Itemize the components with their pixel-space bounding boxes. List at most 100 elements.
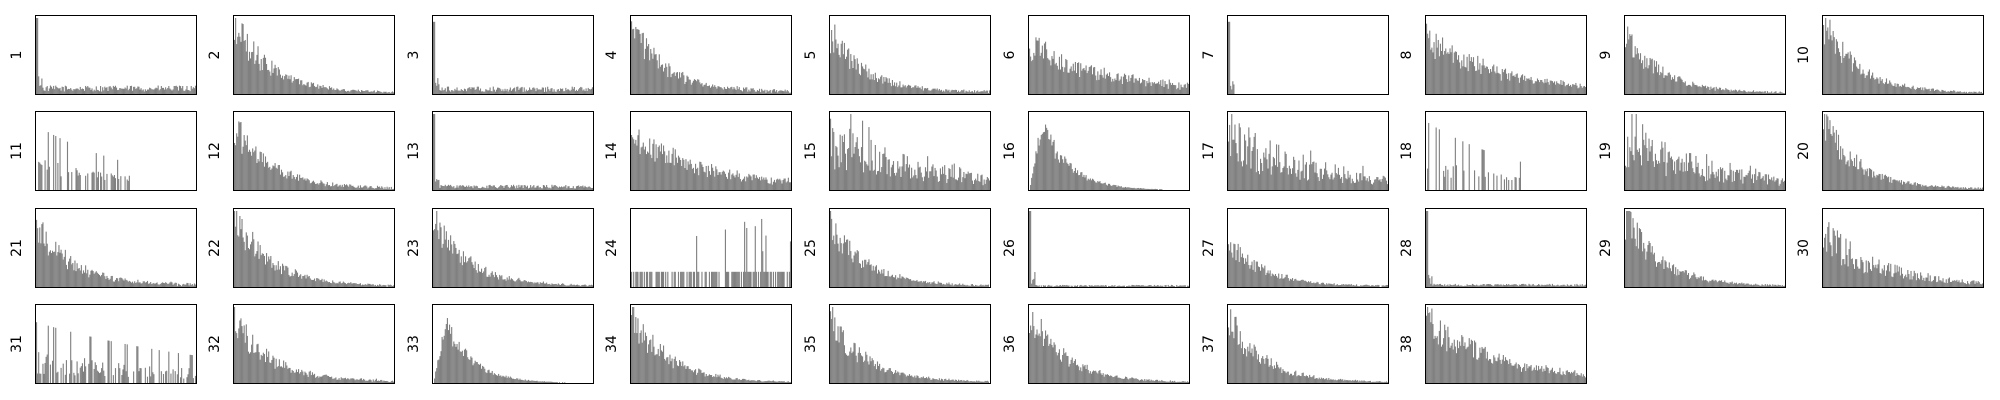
histogram-bar [181,368,183,383]
histogram-bar [1866,75,1868,94]
histogram-bar [724,88,726,94]
histogram-bar [857,251,859,287]
histogram-bar [153,89,155,94]
histogram-bar [116,278,118,287]
histogram-bar [1231,252,1233,287]
histogram-bar [323,87,325,94]
histogram-bar [339,281,341,287]
histogram-bar [675,360,677,383]
histogram-bar [336,379,338,383]
histogram-bar [113,86,115,94]
histogram-bar [556,284,558,287]
histogram-bar [1565,285,1567,287]
histogram-bar [328,185,331,190]
histogram-bar [1972,92,1974,94]
histogram-bar [113,175,115,190]
histogram-bar [165,282,167,287]
histogram-bar [1264,265,1266,287]
histogram-bar [62,87,64,94]
panel-label: 31 [9,335,25,353]
histogram-bar [378,285,380,287]
histogram-bar [1722,282,1724,287]
histogram-bar [166,282,168,287]
histogram-bar [1841,159,1843,190]
histogram-bar [269,71,271,94]
histogram-bar [1674,161,1676,190]
histogram-bar [1843,58,1845,94]
histogram-bar [451,244,453,287]
histogram-bar [1037,137,1039,190]
histogram-bar [1550,285,1552,287]
histogram-bar [347,378,349,383]
histogram-bar [1239,247,1241,287]
histogram-bar [189,91,191,94]
histogram-bar [970,284,972,287]
histogram-bar [1230,156,1232,190]
histogram-bar [927,378,929,383]
histogram-bar [730,87,732,94]
histogram-bar [967,380,969,383]
histogram-bar [1062,284,1064,287]
histogram-bar [390,186,392,190]
histogram-bar [1686,274,1688,287]
histogram-bar [1450,177,1452,190]
histogram-bar [274,368,276,383]
histogram-bar [193,283,195,287]
histogram-bar [305,180,307,190]
histogram-bar [940,174,943,190]
histogram-bar [1665,176,1667,190]
histogram-bar [1348,177,1350,190]
histogram-bar [1318,180,1320,190]
histogram-bar [1118,377,1120,383]
histogram-bar [891,274,893,287]
histogram-bar [1762,285,1764,287]
histogram-bar [176,286,178,287]
histogram-bar [484,187,486,190]
histogram-bar [1908,181,1910,190]
histogram-bar [462,251,464,287]
histogram-bar [1118,186,1120,190]
histogram-bar [250,151,252,190]
histogram-bar [1176,284,1178,287]
histogram-bar [591,87,593,94]
histogram-bar [677,155,680,190]
histogram-bar [1037,335,1039,383]
histogram-bar [1311,282,1313,287]
histogram-bar [294,372,296,383]
histogram-bar [1857,68,1859,94]
panel-label: 5 [803,50,819,60]
histogram-bar [474,261,476,287]
histogram-bar [1450,285,1452,287]
panel-label: 19 [1598,142,1614,160]
histogram-bar [1073,285,1075,287]
histogram-bar [1733,181,1735,190]
histogram-bar [1770,92,1772,94]
histogram-bar [886,174,888,190]
histogram-bar [1919,87,1921,94]
histogram-bar [1974,187,1976,190]
histogram-bar [65,264,67,287]
histogram-bar [484,267,486,287]
histogram-bar [1337,167,1339,190]
histogram-bar [1898,86,1900,94]
histogram-bar [252,51,254,94]
histogram-bar [535,187,537,190]
histogram-bar [1173,84,1175,94]
histogram-bar [1782,93,1784,94]
histogram-bar [543,381,546,383]
histogram-bar [1949,281,1952,287]
histogram-bar [1485,284,1487,287]
histogram-bar [778,381,780,383]
histogram-bar [188,90,190,94]
histogram-bar [1173,285,1175,287]
histogram-bar [433,230,435,287]
histogram-bar [182,86,184,94]
histogram-bar [104,276,106,287]
histogram-bar [1723,89,1725,94]
histogram-bar [691,370,693,383]
histogram-bar [360,285,363,287]
histogram-bar [1245,349,1247,383]
histogram-bar [1769,179,1771,190]
histogram-bar [708,85,710,94]
histogram-bar [969,381,971,383]
